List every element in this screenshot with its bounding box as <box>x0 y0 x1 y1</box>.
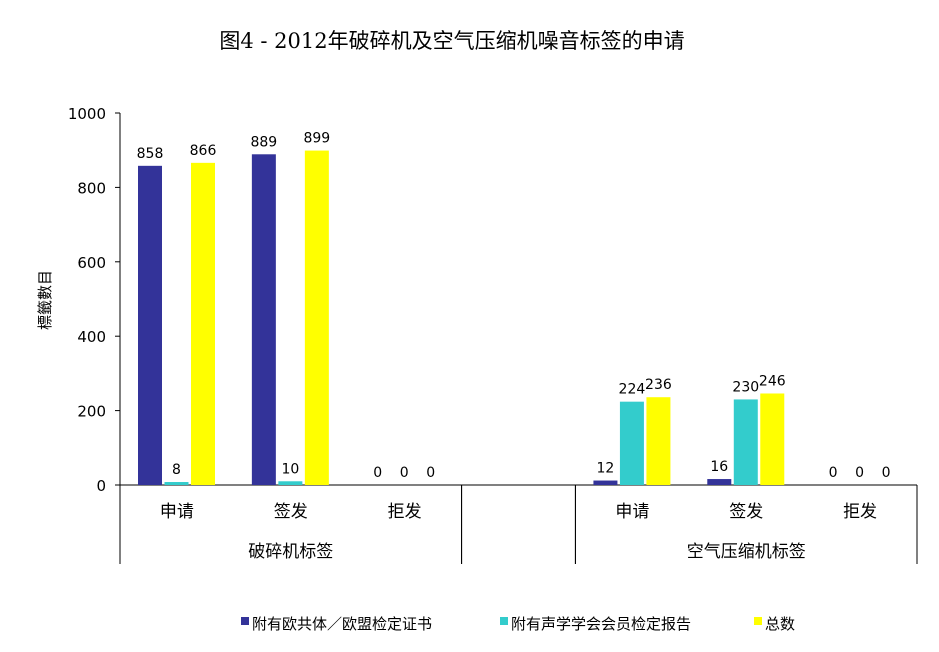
x-category-label: 签发 <box>274 502 308 522</box>
y-axis-label: 標籤數目 <box>36 270 54 330</box>
bar-0 <box>707 479 732 485</box>
legend-label: 附有欧共体／欧盟检定证书 <box>252 615 432 633</box>
bar-2 <box>760 393 785 485</box>
bar-1 <box>278 481 303 485</box>
bar-1 <box>733 399 758 485</box>
y-tick-label: 800 <box>77 179 106 197</box>
data-label: 0 <box>400 465 409 481</box>
y-tick-label: 1000 <box>68 105 106 123</box>
x-category-label: 拒发 <box>843 502 877 522</box>
legend-label: 附有声学学会会员检定报告 <box>511 615 691 633</box>
bar-2 <box>646 397 671 485</box>
legend-label: 总数 <box>765 615 795 633</box>
x-category-label: 签发 <box>729 502 763 522</box>
bar-1 <box>164 482 189 485</box>
data-label: 12 <box>597 461 615 477</box>
data-label: 230 <box>732 379 759 395</box>
data-label: 866 <box>190 143 217 159</box>
data-label: 889 <box>250 134 277 150</box>
x-group-label: 空气压缩机标签 <box>687 542 806 562</box>
y-tick-label: 400 <box>77 328 106 346</box>
bar-0 <box>593 480 618 485</box>
x-category-label: 拒发 <box>388 502 422 522</box>
data-label: 8 <box>172 462 181 478</box>
chart-title: 图4 - 2012年破碎机及空气压缩机噪音标签的申请 <box>219 29 684 53</box>
data-label: 246 <box>759 373 786 389</box>
bar-2 <box>191 162 215 485</box>
y-tick-label: 600 <box>77 254 106 272</box>
bar-0 <box>251 154 276 486</box>
data-label: 858 <box>137 146 164 162</box>
bar-0 <box>138 165 162 485</box>
bar-2 <box>304 150 329 485</box>
data-label: 0 <box>426 465 435 481</box>
x-category-label: 申请 <box>615 502 649 522</box>
legend-swatch-1 <box>500 617 508 625</box>
data-label: 0 <box>829 465 838 481</box>
x-category-label: 申请 <box>160 502 194 522</box>
data-label: 0 <box>882 465 891 481</box>
y-tick-label: 200 <box>77 403 106 421</box>
data-label: 16 <box>710 459 728 475</box>
x-group-label: 破碎机标签 <box>248 542 333 562</box>
data-label: 0 <box>373 465 382 481</box>
bar-1 <box>619 401 644 485</box>
data-label: 224 <box>619 382 646 398</box>
legend-swatch-2 <box>754 617 762 625</box>
data-label: 0 <box>855 465 864 481</box>
y-tick-label: 0 <box>96 477 106 495</box>
data-label: 10 <box>281 461 299 477</box>
legend-swatch-0 <box>241 617 249 625</box>
data-label: 236 <box>645 377 672 393</box>
data-label: 899 <box>303 131 330 147</box>
